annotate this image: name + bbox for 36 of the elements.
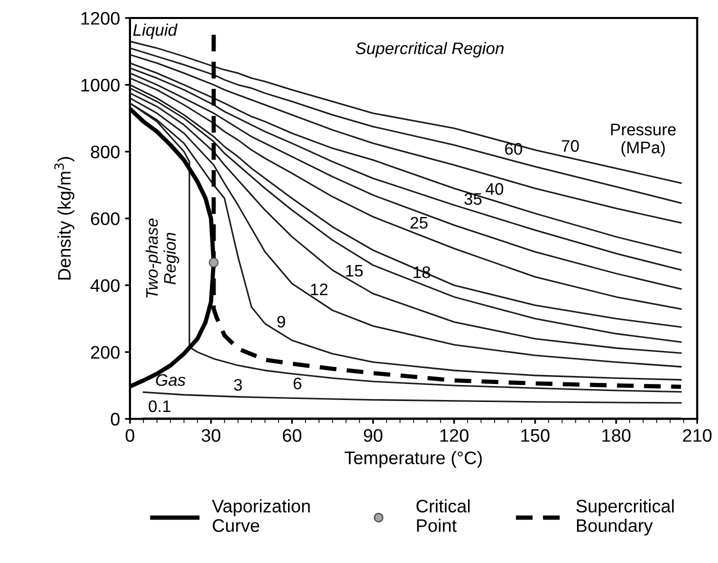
series-label: 35 — [464, 193, 482, 205]
x-tick-label: 60 — [282, 429, 302, 442]
series-label: 25 — [410, 216, 428, 229]
y-tick-label: 1000 — [81, 78, 120, 92]
annotation: Supercritical Region — [356, 42, 504, 58]
annotation: Two-phase Region — [146, 218, 180, 298]
series-label: 6 — [294, 378, 302, 390]
series-label: 40 — [486, 183, 504, 195]
legend-label: Supercritical Boundary — [576, 499, 674, 536]
y-tick-label: 1200 — [81, 12, 120, 25]
series-label: 12 — [311, 284, 328, 296]
x-tick-label: 90 — [364, 429, 382, 442]
series-label: 15 — [346, 264, 363, 277]
series-label: 3 — [234, 378, 242, 391]
y-tick-label: 0 — [110, 412, 120, 426]
x-tick-label: 0 — [126, 429, 134, 442]
x-tick-label: 210 — [683, 429, 712, 442]
y-tick-label: 400 — [90, 279, 120, 292]
x-tick-label: 30 — [202, 429, 220, 442]
x-tick-label: 120 — [440, 429, 468, 442]
annotation: Liquid — [133, 24, 178, 40]
y-tick-label: 800 — [90, 146, 120, 158]
annotation: Pressure (MPa) — [611, 124, 676, 157]
x-tick-label: 180 — [602, 429, 631, 442]
series-label: 60 — [505, 143, 522, 155]
series-label: 0.1 — [148, 400, 170, 412]
x-axis-title: Temperature (°C) — [344, 450, 482, 468]
legend-label: Critical Point — [416, 499, 470, 532]
x-tick-label: 150 — [521, 429, 550, 442]
series-label: 9 — [277, 316, 286, 328]
legend-label: Vaporization Curve — [212, 499, 310, 532]
annotation: Gas — [156, 374, 186, 386]
y-axis-title: Density (kg/m$^{3}$) — [54, 157, 74, 280]
y-tick-label: 200 — [91, 346, 120, 359]
y-tick-label: 600 — [91, 212, 120, 226]
series-label: 70 — [562, 140, 579, 152]
